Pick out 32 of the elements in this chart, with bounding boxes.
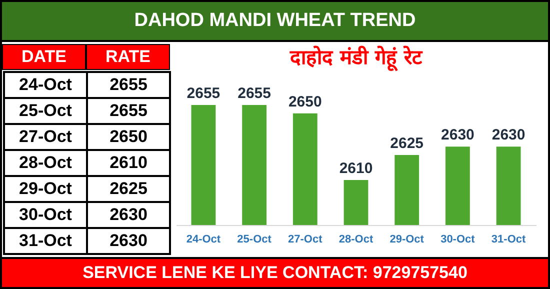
data-label: 2655 xyxy=(238,85,271,102)
data-label: 2625 xyxy=(390,135,424,152)
category-label: 28-Oct xyxy=(19,153,72,172)
category-label: 24-Oct xyxy=(19,75,72,94)
data-label: 2655 xyxy=(186,85,220,102)
data-label: 2630 xyxy=(492,126,526,144)
data-label: 2630 xyxy=(110,231,148,250)
category-label: 29-Oct xyxy=(19,179,72,198)
x-tick-label: 31-Oct xyxy=(491,234,526,246)
text: RATE xyxy=(86,44,170,70)
data-label: 2630 xyxy=(441,126,474,144)
x-tick-label: 27-Oct xyxy=(288,234,323,246)
x-tick-label: 24-Oct xyxy=(186,234,221,246)
category-label: 30-Oct xyxy=(19,205,72,224)
data-label: 2630 xyxy=(110,205,148,224)
data-label: 2655 xyxy=(110,75,148,94)
category-label: 27-Oct xyxy=(19,127,72,146)
data-label: 2610 xyxy=(110,153,148,172)
x-tick-label: 29-Oct xyxy=(390,234,424,246)
data-label: 2610 xyxy=(339,160,373,177)
category-label: 25-Oct xyxy=(19,101,72,120)
data-label: 2625 xyxy=(110,179,148,198)
text: SERVICE LENE KE LIYE CONTACT: 9729757540 xyxy=(2,257,548,287)
data-label: 2655 xyxy=(110,101,148,120)
data-label: 2650 xyxy=(110,127,148,146)
chart-title: दाहोद मंडी गेहूं रेट xyxy=(289,45,423,72)
data-label: 2650 xyxy=(288,93,322,110)
chart-subtitle: DAHOD MANDI WHEAT TREND xyxy=(2,2,548,42)
x-tick-label: 28-Oct xyxy=(338,234,374,246)
x-tick-label: 25-Oct xyxy=(237,234,272,246)
text: DATE xyxy=(2,44,86,70)
x-tick-label: 30-Oct xyxy=(440,234,476,246)
